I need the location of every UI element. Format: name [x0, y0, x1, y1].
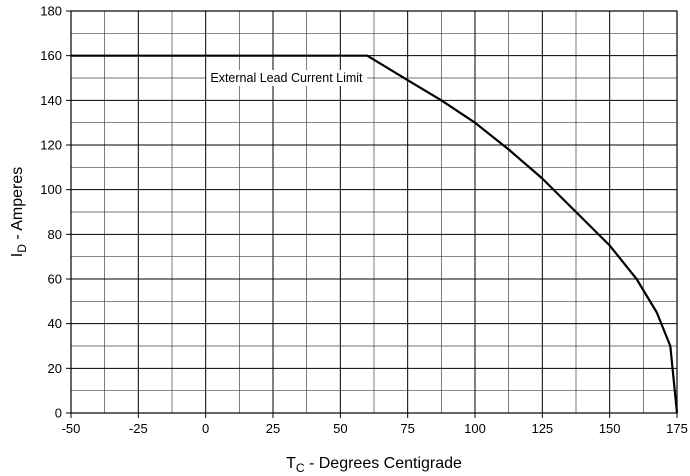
x-tick-label: 150: [599, 421, 621, 436]
x-tick-label: 50: [333, 421, 347, 436]
y-tick-label: 80: [48, 227, 62, 242]
x-tick-labels: -50 -25 0 25 50 75 100 125 150 175: [62, 421, 688, 436]
y-tick-label: 40: [48, 316, 62, 331]
annotation-label: External Lead Current Limit: [210, 71, 363, 85]
x-tick-label: 0: [202, 421, 209, 436]
x-tick-label: 175: [666, 421, 688, 436]
y-tick-label: 0: [55, 406, 62, 421]
x-tick-label: -50: [62, 421, 81, 436]
y-axis-title: ID - Amperes: [9, 167, 29, 257]
y-tick-label: 20: [48, 361, 62, 376]
annotation-group: External Lead Current Limit: [206, 70, 368, 86]
axes: [66, 10, 678, 418]
x-tick-label: 125: [531, 421, 553, 436]
y-tick-label: 120: [40, 138, 62, 153]
y-tick-label: 100: [40, 182, 62, 197]
y-tick-label: 180: [40, 4, 62, 19]
x-tick-label: 100: [464, 421, 486, 436]
gridlines: [70, 10, 678, 414]
annotation-background: [206, 70, 368, 86]
x-axis-title: TC - Degrees Centigrade: [286, 455, 462, 475]
x-tick-label: 75: [400, 421, 414, 436]
x-tick-label: -25: [129, 421, 148, 436]
y-tick-label: 140: [40, 93, 62, 108]
series-line: [71, 54, 679, 414]
series-group: [71, 54, 679, 414]
y-tick-label: 160: [40, 48, 62, 63]
plot-frame: [70, 10, 678, 414]
y-tick-labels: 0 20 40 60 80 100 120 140 160 180: [40, 4, 62, 421]
y-tick-label: 60: [48, 272, 62, 287]
x-tick-label: 25: [266, 421, 280, 436]
